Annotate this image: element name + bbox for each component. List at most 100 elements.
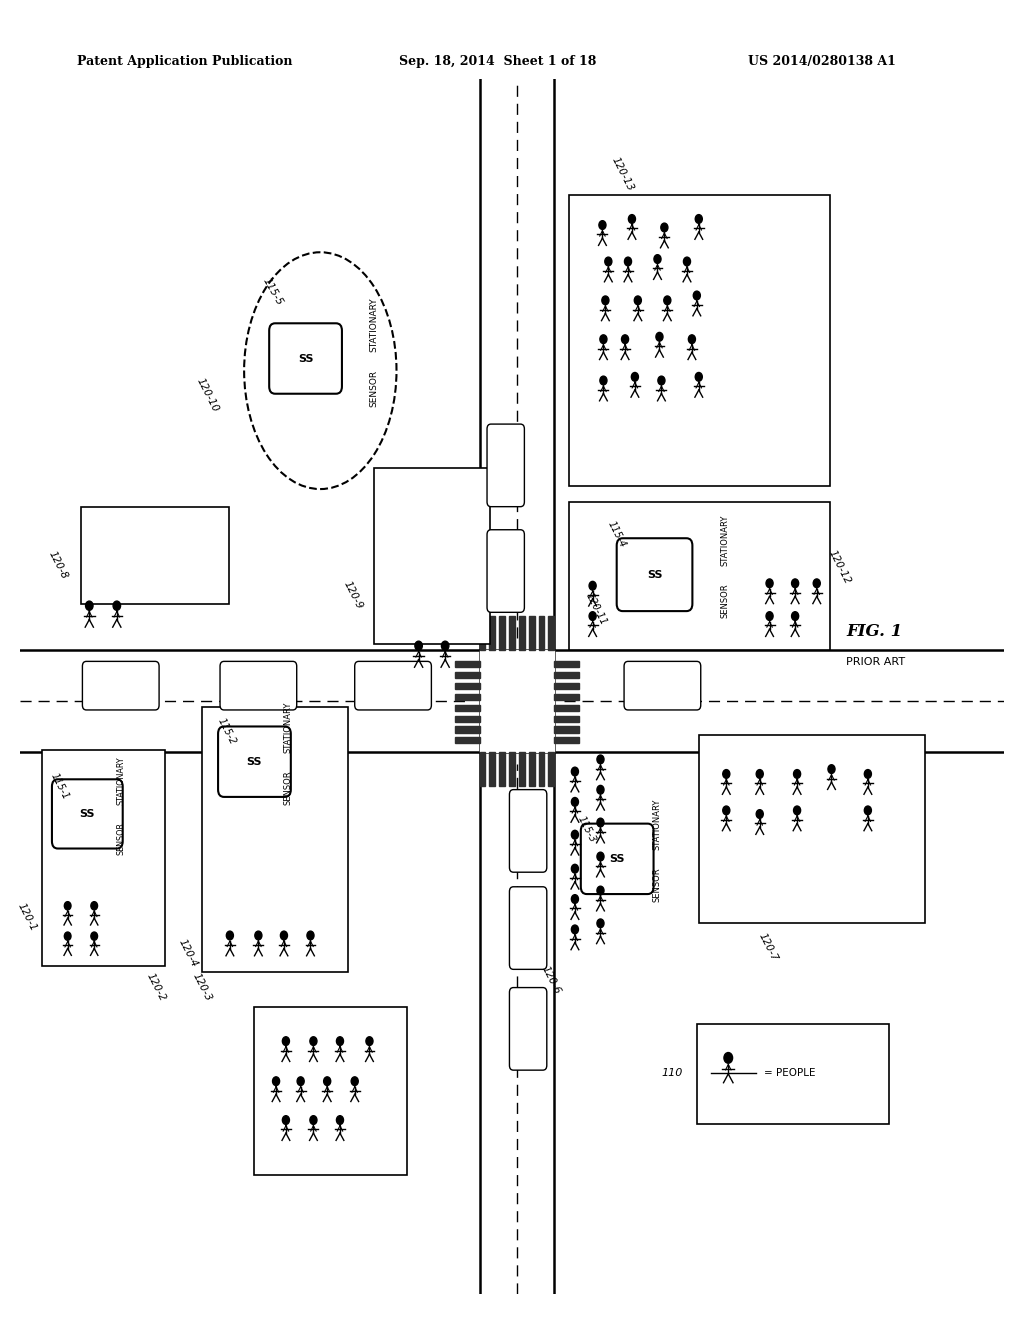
Text: 115-2: 115-2 [216, 717, 238, 746]
Circle shape [599, 220, 606, 230]
Circle shape [766, 579, 773, 587]
FancyBboxPatch shape [487, 424, 524, 507]
Circle shape [310, 1115, 317, 1125]
FancyBboxPatch shape [82, 661, 159, 710]
Circle shape [272, 1077, 280, 1085]
Text: 120-3: 120-3 [191, 972, 214, 1003]
FancyBboxPatch shape [510, 887, 547, 969]
FancyBboxPatch shape [354, 661, 431, 710]
Bar [696, 1024, 889, 1123]
Text: = PEOPLE: = PEOPLE [764, 1068, 815, 1077]
Circle shape [597, 919, 604, 928]
Circle shape [766, 611, 773, 620]
Polygon shape [455, 705, 479, 710]
Circle shape [813, 579, 820, 587]
Bar [42, 750, 165, 966]
Polygon shape [549, 616, 554, 649]
Text: SS: SS [80, 809, 95, 818]
Text: 120-9: 120-9 [341, 579, 365, 611]
Polygon shape [554, 694, 579, 700]
Polygon shape [455, 672, 479, 678]
Polygon shape [455, 682, 479, 689]
Text: STATIONARY: STATIONARY [721, 515, 730, 566]
FancyBboxPatch shape [510, 789, 547, 873]
Circle shape [723, 770, 730, 779]
Polygon shape [549, 752, 554, 785]
Circle shape [664, 296, 671, 305]
FancyBboxPatch shape [624, 661, 700, 710]
Circle shape [297, 1077, 304, 1085]
Circle shape [366, 1036, 373, 1045]
Polygon shape [539, 616, 545, 649]
Circle shape [571, 767, 579, 776]
Circle shape [65, 902, 71, 909]
Circle shape [688, 335, 695, 343]
Circle shape [310, 1036, 317, 1045]
Polygon shape [479, 616, 485, 649]
Circle shape [589, 581, 596, 590]
Circle shape [91, 902, 97, 909]
Circle shape [86, 601, 93, 610]
Circle shape [91, 932, 97, 940]
Circle shape [602, 296, 609, 305]
Circle shape [597, 853, 604, 861]
Text: FIG. 1: FIG. 1 [846, 623, 902, 640]
FancyBboxPatch shape [616, 539, 692, 611]
FancyBboxPatch shape [581, 824, 653, 894]
Circle shape [632, 372, 638, 381]
Text: 120-4: 120-4 [176, 937, 199, 969]
Polygon shape [554, 726, 579, 733]
Text: SS: SS [609, 854, 625, 863]
Circle shape [283, 1036, 290, 1045]
Circle shape [654, 255, 662, 264]
Bar [203, 708, 348, 972]
Circle shape [600, 376, 607, 385]
Text: 120-1: 120-1 [16, 902, 39, 933]
Text: SS: SS [647, 570, 663, 579]
Circle shape [657, 376, 665, 385]
Text: SENSOR: SENSOR [721, 583, 730, 618]
Circle shape [794, 770, 801, 779]
Circle shape [625, 257, 632, 265]
Text: Sep. 18, 2014  Sheet 1 of 18: Sep. 18, 2014 Sheet 1 of 18 [399, 55, 597, 69]
Polygon shape [455, 715, 479, 722]
Polygon shape [519, 616, 524, 649]
Circle shape [693, 292, 700, 300]
Polygon shape [509, 752, 515, 785]
Circle shape [792, 611, 799, 620]
Circle shape [571, 797, 579, 807]
Bar [569, 502, 829, 649]
Polygon shape [500, 616, 505, 649]
Text: 110: 110 [662, 1068, 683, 1077]
Circle shape [634, 296, 641, 305]
Circle shape [597, 886, 604, 895]
Text: 115-3: 115-3 [575, 814, 598, 845]
Circle shape [571, 830, 579, 840]
Polygon shape [554, 661, 579, 667]
Text: SENSOR: SENSOR [653, 867, 662, 902]
Text: 120-8: 120-8 [46, 549, 70, 581]
Text: 115-4: 115-4 [605, 520, 627, 549]
Bar [375, 467, 490, 644]
Circle shape [351, 1077, 358, 1085]
Text: 120-6: 120-6 [540, 965, 562, 997]
Circle shape [307, 931, 314, 940]
Text: SENSOR: SENSOR [370, 370, 379, 407]
Polygon shape [509, 616, 515, 649]
Circle shape [65, 932, 71, 940]
Polygon shape [554, 705, 579, 710]
Polygon shape [455, 661, 479, 667]
FancyBboxPatch shape [269, 323, 342, 393]
Text: 115-1: 115-1 [49, 771, 71, 801]
Circle shape [337, 1115, 343, 1125]
Circle shape [597, 785, 604, 795]
Circle shape [695, 372, 702, 381]
Text: Patent Application Publication: Patent Application Publication [77, 55, 292, 69]
Circle shape [656, 333, 663, 341]
FancyBboxPatch shape [487, 529, 524, 612]
FancyBboxPatch shape [510, 987, 547, 1071]
Circle shape [415, 642, 422, 651]
Circle shape [281, 931, 288, 940]
Circle shape [113, 601, 121, 610]
Text: SS: SS [247, 756, 262, 767]
